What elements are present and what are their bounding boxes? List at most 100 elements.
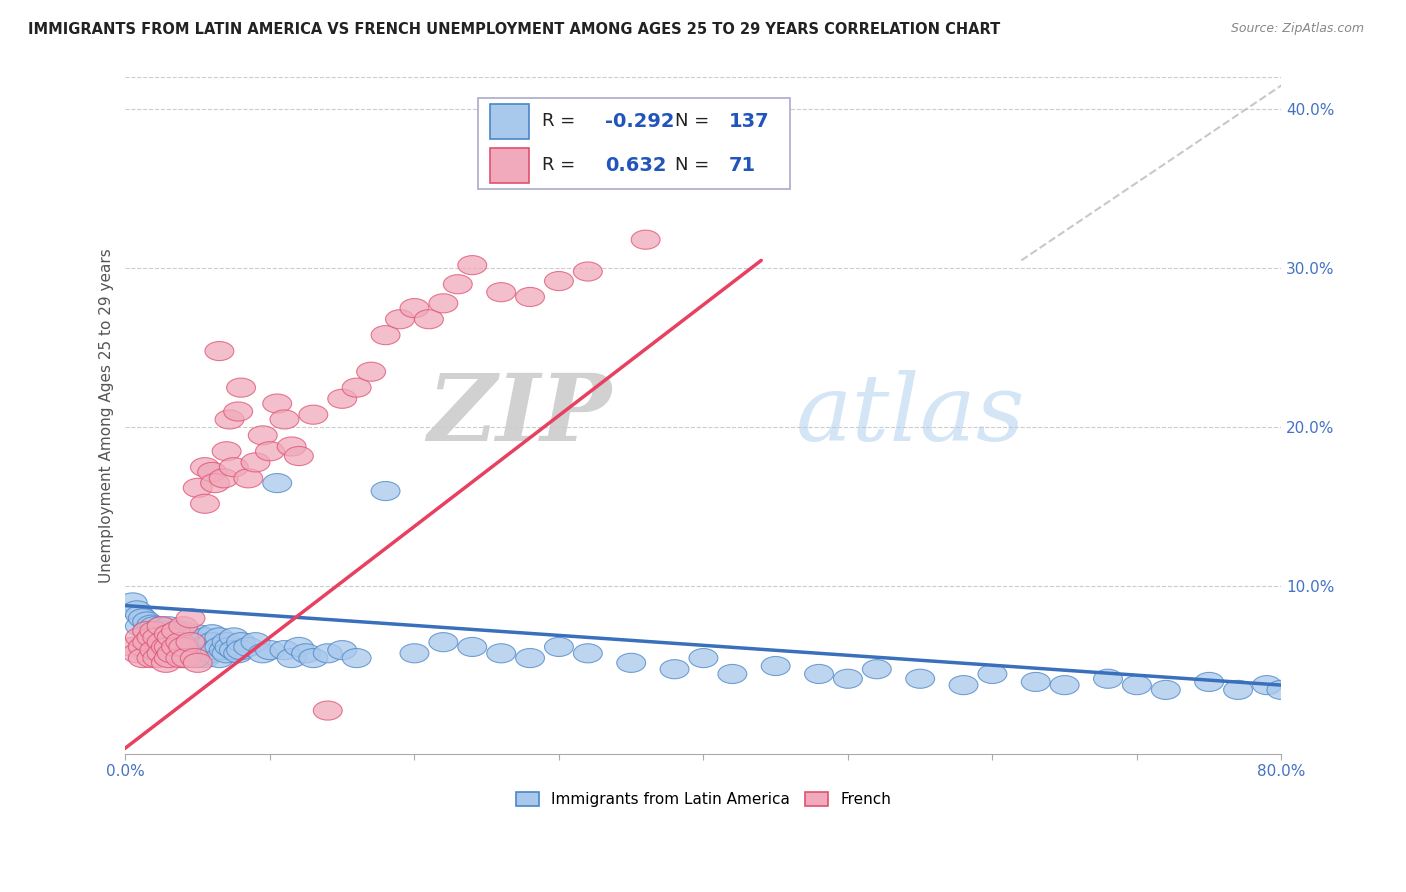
Ellipse shape xyxy=(122,601,152,620)
Ellipse shape xyxy=(804,665,834,683)
Ellipse shape xyxy=(328,389,357,409)
Ellipse shape xyxy=(224,644,253,663)
Ellipse shape xyxy=(162,622,190,640)
Ellipse shape xyxy=(195,632,224,652)
Ellipse shape xyxy=(125,628,155,647)
Ellipse shape xyxy=(240,632,270,652)
Ellipse shape xyxy=(233,469,263,488)
Ellipse shape xyxy=(1050,675,1080,695)
Ellipse shape xyxy=(256,442,284,461)
Ellipse shape xyxy=(152,632,180,652)
Ellipse shape xyxy=(443,275,472,293)
Ellipse shape xyxy=(371,482,399,500)
Ellipse shape xyxy=(166,638,195,657)
Ellipse shape xyxy=(162,622,190,640)
Ellipse shape xyxy=(190,628,219,647)
Ellipse shape xyxy=(486,644,516,663)
Ellipse shape xyxy=(183,640,212,660)
Ellipse shape xyxy=(371,326,399,344)
Ellipse shape xyxy=(284,638,314,657)
Ellipse shape xyxy=(136,648,166,667)
Ellipse shape xyxy=(141,632,169,652)
Ellipse shape xyxy=(399,644,429,663)
Ellipse shape xyxy=(212,442,240,461)
Ellipse shape xyxy=(180,632,209,652)
Ellipse shape xyxy=(157,638,186,657)
Ellipse shape xyxy=(399,299,429,318)
Ellipse shape xyxy=(155,624,183,644)
Ellipse shape xyxy=(169,640,198,660)
Ellipse shape xyxy=(132,622,162,640)
FancyBboxPatch shape xyxy=(478,98,790,189)
Ellipse shape xyxy=(291,644,321,663)
Ellipse shape xyxy=(219,458,249,476)
Ellipse shape xyxy=(631,230,659,249)
Ellipse shape xyxy=(226,632,256,652)
Ellipse shape xyxy=(544,271,574,291)
Ellipse shape xyxy=(270,640,299,660)
Ellipse shape xyxy=(1223,681,1253,699)
Ellipse shape xyxy=(224,402,253,421)
Ellipse shape xyxy=(169,648,198,667)
Ellipse shape xyxy=(183,478,212,498)
Ellipse shape xyxy=(155,616,183,636)
Ellipse shape xyxy=(270,410,299,429)
Ellipse shape xyxy=(141,624,169,644)
Text: Source: ZipAtlas.com: Source: ZipAtlas.com xyxy=(1230,22,1364,36)
Ellipse shape xyxy=(136,628,166,647)
Ellipse shape xyxy=(157,628,186,647)
Ellipse shape xyxy=(176,648,205,667)
Ellipse shape xyxy=(429,293,458,313)
Ellipse shape xyxy=(905,669,935,689)
Ellipse shape xyxy=(249,425,277,445)
Ellipse shape xyxy=(195,644,224,663)
Ellipse shape xyxy=(277,437,307,456)
Ellipse shape xyxy=(212,644,240,663)
Ellipse shape xyxy=(125,616,155,636)
Text: R =: R = xyxy=(541,112,575,130)
Ellipse shape xyxy=(226,378,256,397)
Ellipse shape xyxy=(166,644,195,663)
Ellipse shape xyxy=(949,675,979,695)
Text: IMMIGRANTS FROM LATIN AMERICA VS FRENCH UNEMPLOYMENT AMONG AGES 25 TO 29 YEARS C: IMMIGRANTS FROM LATIN AMERICA VS FRENCH … xyxy=(28,22,1001,37)
Ellipse shape xyxy=(148,616,176,636)
Ellipse shape xyxy=(162,628,190,647)
Ellipse shape xyxy=(226,640,256,660)
Ellipse shape xyxy=(183,653,212,673)
Ellipse shape xyxy=(342,378,371,397)
Ellipse shape xyxy=(415,310,443,329)
Ellipse shape xyxy=(1094,669,1122,689)
Ellipse shape xyxy=(148,644,176,663)
Ellipse shape xyxy=(136,615,166,634)
Ellipse shape xyxy=(176,628,205,647)
Ellipse shape xyxy=(141,622,169,640)
Ellipse shape xyxy=(299,405,328,425)
Ellipse shape xyxy=(169,638,198,657)
Ellipse shape xyxy=(183,624,212,644)
Ellipse shape xyxy=(122,644,152,663)
Ellipse shape xyxy=(172,648,201,667)
Ellipse shape xyxy=(143,628,172,647)
Text: ZIP: ZIP xyxy=(426,370,612,460)
Ellipse shape xyxy=(128,638,157,657)
Text: 0.632: 0.632 xyxy=(605,156,666,175)
Text: R =: R = xyxy=(541,156,575,174)
Ellipse shape xyxy=(544,638,574,657)
Ellipse shape xyxy=(689,648,718,667)
Ellipse shape xyxy=(212,632,240,652)
Ellipse shape xyxy=(201,474,229,492)
Ellipse shape xyxy=(186,647,215,666)
Ellipse shape xyxy=(143,648,172,667)
Ellipse shape xyxy=(190,458,219,476)
Ellipse shape xyxy=(1195,673,1223,691)
Ellipse shape xyxy=(718,665,747,683)
Ellipse shape xyxy=(659,660,689,679)
Ellipse shape xyxy=(155,632,183,652)
Ellipse shape xyxy=(136,628,166,647)
Ellipse shape xyxy=(169,616,198,636)
Ellipse shape xyxy=(205,628,233,647)
Ellipse shape xyxy=(166,648,195,667)
Text: N =: N = xyxy=(675,156,709,174)
Ellipse shape xyxy=(190,494,219,513)
Ellipse shape xyxy=(249,644,277,663)
